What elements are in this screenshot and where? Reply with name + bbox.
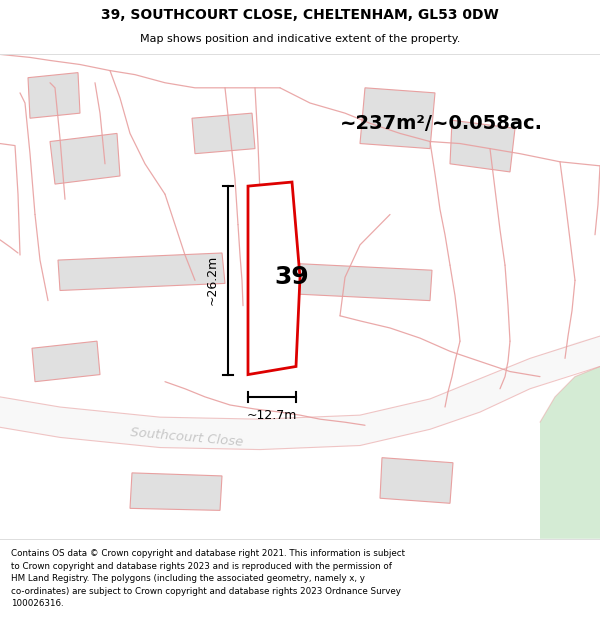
Text: Map shows position and indicative extent of the property.: Map shows position and indicative extent… xyxy=(140,34,460,44)
Polygon shape xyxy=(32,341,100,382)
Polygon shape xyxy=(380,458,453,503)
Polygon shape xyxy=(540,366,600,539)
Polygon shape xyxy=(192,113,255,154)
Polygon shape xyxy=(248,182,300,374)
Text: ~26.2m: ~26.2m xyxy=(205,255,218,306)
Polygon shape xyxy=(285,263,432,301)
Polygon shape xyxy=(50,133,120,184)
Polygon shape xyxy=(0,336,600,449)
Polygon shape xyxy=(58,253,225,291)
Text: Contains OS data © Crown copyright and database right 2021. This information is : Contains OS data © Crown copyright and d… xyxy=(11,549,405,608)
Polygon shape xyxy=(360,88,435,149)
Polygon shape xyxy=(130,473,222,511)
Text: ~12.7m: ~12.7m xyxy=(247,409,297,422)
Text: Southcourt Close: Southcourt Close xyxy=(130,426,244,449)
Text: ~237m²/~0.058ac.: ~237m²/~0.058ac. xyxy=(340,114,543,132)
Text: 39: 39 xyxy=(274,265,309,289)
Text: 39, SOUTHCOURT CLOSE, CHELTENHAM, GL53 0DW: 39, SOUTHCOURT CLOSE, CHELTENHAM, GL53 0… xyxy=(101,8,499,22)
Polygon shape xyxy=(28,72,80,118)
Polygon shape xyxy=(450,120,515,172)
